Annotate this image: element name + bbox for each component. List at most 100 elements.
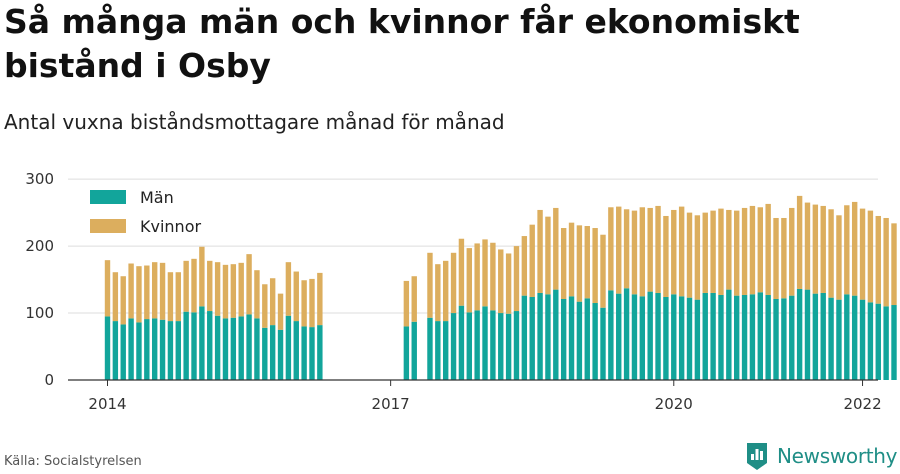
bar-women	[458, 238, 465, 306]
bar-men	[568, 296, 575, 380]
bar-men	[450, 313, 457, 380]
bar-men	[718, 294, 724, 380]
bar-men	[576, 301, 583, 380]
bar-men	[435, 321, 441, 380]
bar-men	[411, 321, 417, 380]
bar-men	[694, 299, 701, 380]
y-tick-label: 300	[25, 170, 54, 188]
bar-men	[167, 321, 174, 380]
stacked-bar-chart: 0 100 200 300 2014 2017 2020 2022 Män Kvinnor	[25, 170, 897, 413]
bar-women	[214, 262, 221, 316]
bar-women	[474, 243, 480, 311]
bar-men	[584, 298, 590, 380]
bar-women	[616, 206, 622, 294]
bar-men	[545, 294, 551, 380]
bar-men	[537, 292, 543, 380]
bar-women	[490, 242, 496, 311]
bar-men	[647, 291, 653, 380]
bar-women	[293, 271, 299, 322]
bar-men	[207, 311, 213, 380]
bar-women	[450, 252, 457, 314]
bar-women	[505, 253, 512, 314]
bar-men	[616, 293, 622, 380]
bar-women	[734, 210, 740, 296]
bar-women	[238, 262, 244, 317]
bar-women	[741, 207, 748, 295]
bar-men	[765, 294, 771, 380]
bar-women	[600, 234, 606, 308]
bar-women	[277, 293, 284, 330]
brand[interactable]: Newsworthy	[745, 441, 898, 471]
bar-men	[191, 312, 197, 380]
bar-women	[427, 252, 433, 318]
bar-men	[427, 317, 433, 380]
bar-women	[671, 209, 677, 295]
bar-women	[836, 215, 842, 300]
bar-men	[844, 294, 850, 380]
bar-men	[757, 292, 763, 380]
bar-women	[442, 260, 449, 322]
newsworthy-logo-icon	[747, 443, 767, 470]
bar-women	[757, 207, 763, 293]
bar-men	[214, 315, 221, 380]
chart-title: Så många män och kvinnor får ekonomiskt …	[4, 2, 800, 85]
y-tick-label: 0	[44, 371, 54, 389]
brand-name: Newsworthy	[777, 444, 898, 468]
bar-women	[694, 215, 701, 300]
bar-women	[482, 239, 488, 307]
bar-women	[317, 272, 323, 326]
bar-men	[112, 321, 119, 380]
bar-layer	[104, 195, 897, 380]
bar-men	[277, 329, 284, 380]
bar-men	[144, 319, 150, 380]
bar-men	[828, 297, 834, 380]
bar-women	[285, 262, 292, 316]
bar-men	[136, 322, 142, 380]
bar-women	[655, 205, 661, 293]
bar-men	[851, 295, 858, 380]
bar-women	[804, 202, 811, 290]
bar-men	[671, 294, 677, 380]
bar-men	[781, 298, 787, 380]
bar-men	[238, 316, 244, 380]
bar-men	[655, 292, 661, 380]
bar-women	[207, 260, 213, 312]
bar-men	[560, 298, 567, 380]
bar-men	[859, 299, 866, 380]
bar-women	[631, 210, 638, 295]
bar-men	[812, 293, 819, 380]
bar-men	[128, 318, 134, 380]
bar-men	[796, 288, 803, 380]
bar-men	[293, 321, 299, 380]
bar-men	[741, 294, 748, 380]
bar-women	[592, 228, 598, 304]
bar-men	[403, 326, 410, 380]
bar-men	[317, 325, 323, 380]
bar-women	[560, 228, 567, 299]
bar-women	[820, 205, 826, 293]
bar-women	[812, 204, 819, 294]
bar-men	[875, 303, 881, 380]
bar-women	[678, 206, 685, 297]
bar-women	[828, 209, 834, 298]
bar-men	[773, 298, 779, 380]
bar-men	[183, 311, 189, 380]
bar-men	[600, 307, 606, 380]
bar-women	[568, 222, 575, 297]
bar-women	[608, 207, 614, 291]
bar-men	[734, 295, 740, 380]
bar-men	[891, 305, 897, 380]
bar-women	[545, 216, 551, 295]
bar-women	[136, 266, 142, 323]
bar-men	[867, 302, 874, 380]
bar-men	[490, 310, 496, 380]
bar-men	[159, 319, 166, 380]
bar-women	[269, 278, 276, 326]
bar-men	[663, 296, 669, 380]
bar-women	[789, 207, 795, 296]
bar-women	[867, 210, 874, 303]
bar-women	[112, 272, 119, 322]
bar-women	[246, 254, 252, 315]
bar-men	[230, 317, 237, 380]
bar-women	[159, 262, 166, 320]
